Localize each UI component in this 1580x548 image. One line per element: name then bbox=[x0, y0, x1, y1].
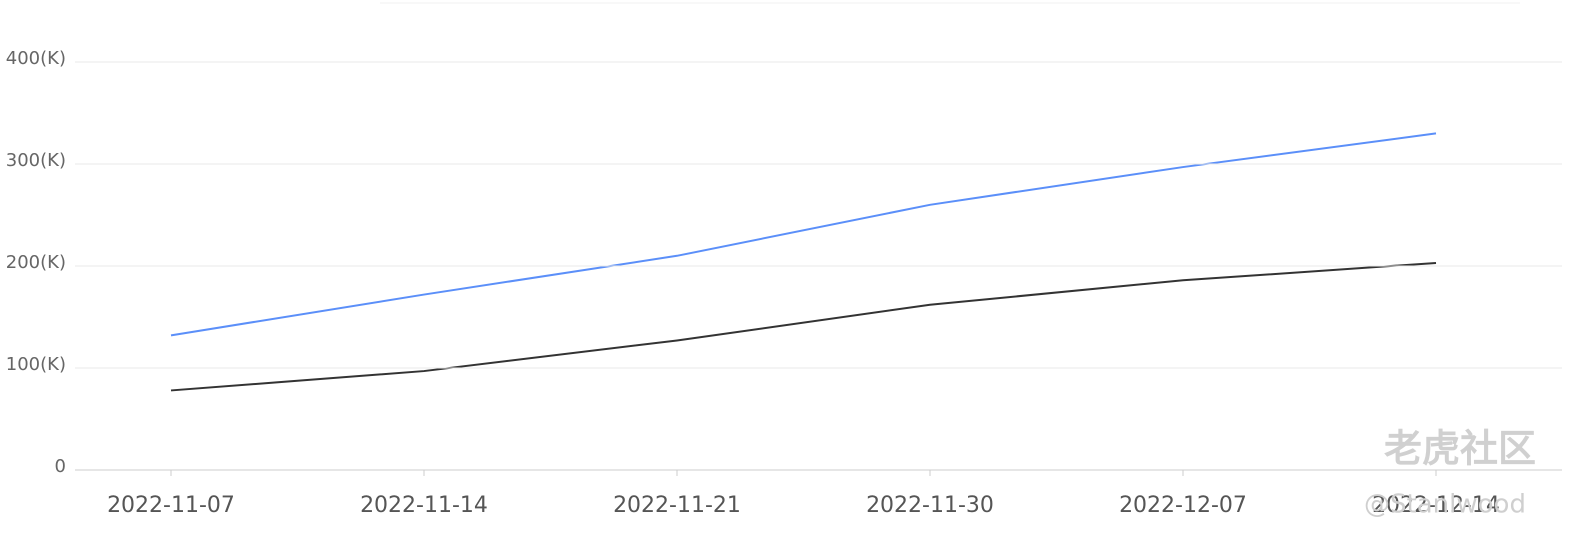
watermark: 老虎社区 bbox=[1384, 427, 1536, 471]
y-tick-label: 300(K) bbox=[6, 150, 66, 171]
line-series bbox=[170, 132, 1437, 337]
x-tick-label: 2022-12-07 bbox=[1119, 493, 1247, 518]
y-tick-label: 200(K) bbox=[6, 252, 66, 273]
y-tick-label: 400(K) bbox=[6, 48, 66, 69]
watermark: @Stanlwood bbox=[1364, 490, 1526, 520]
x-tick-label: 2022-11-30 bbox=[866, 493, 994, 518]
line-series bbox=[170, 261, 1437, 392]
x-tick-label: 2022-11-14 bbox=[360, 493, 488, 518]
x-tick-label: 2022-11-21 bbox=[613, 493, 741, 518]
x-tick-label: 2022-11-07 bbox=[107, 493, 235, 518]
y-tick-label: 0 bbox=[55, 456, 66, 477]
y-tick-label: 100(K) bbox=[6, 354, 66, 375]
x-tick-label: 2022-12-14 bbox=[1372, 493, 1500, 518]
